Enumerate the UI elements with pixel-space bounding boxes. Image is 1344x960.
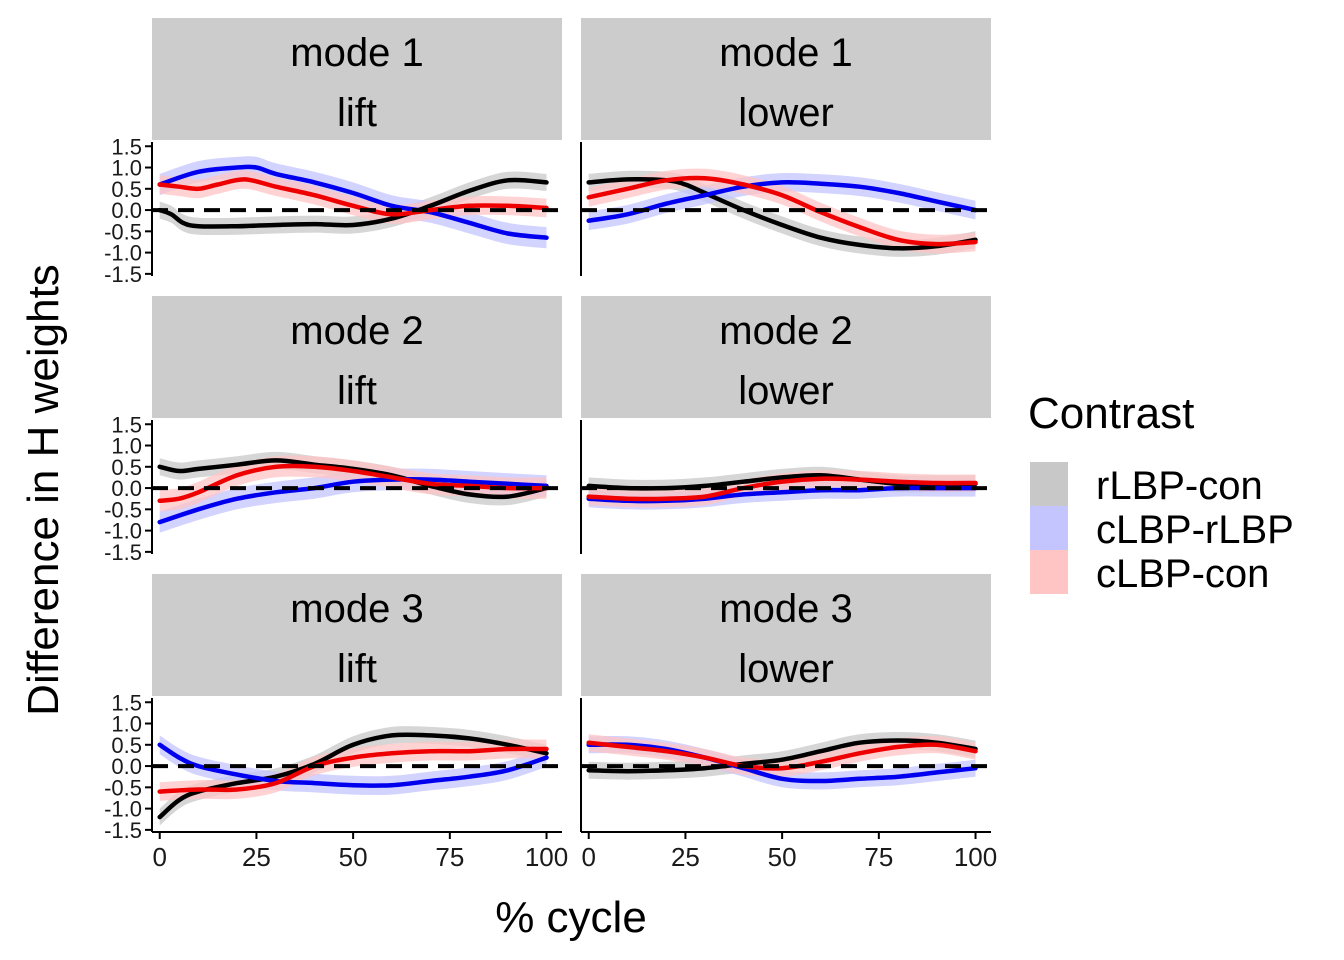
strip-label: lift: [337, 647, 377, 691]
y-tick-label: 1.5: [111, 134, 142, 159]
legend-key-cLBP-rLBP: [1030, 506, 1068, 550]
x-tick-label: 25: [242, 842, 271, 872]
y-tick-label: -1.5: [104, 818, 142, 843]
confidence-ribbon: [588, 734, 976, 777]
series-line: [157, 477, 549, 525]
y-tick-label: 0.0: [111, 476, 142, 501]
facet-strip: [581, 18, 991, 140]
y-tick-label: -1.0: [104, 241, 142, 266]
series-line: [157, 177, 549, 217]
series-line: [586, 175, 978, 247]
y-tick-label: 1.0: [111, 156, 142, 181]
strip-label: lift: [337, 369, 377, 413]
y-tick-label: 1.0: [111, 712, 142, 737]
panel: mode 3 lower 0 25 50 75 100: [580, 574, 997, 872]
facet-strip: [581, 296, 991, 418]
series-line: [586, 476, 978, 502]
y-tick-label: 0.5: [111, 177, 142, 202]
legend-title: Contrast: [1028, 389, 1194, 438]
x-tick-label: 0: [153, 842, 167, 872]
strip-label: mode 2: [719, 309, 852, 353]
x-tick-label: 100: [954, 842, 997, 872]
panel: mode 1 lift -1.5-1.0-0.50.00.51.01.5: [104, 18, 562, 287]
panel: mode 2 lower: [580, 296, 991, 554]
panel: mode 3 lift -1.5-1.0-0.50.00.51.01.5 0 25 50 7…: [104, 574, 568, 872]
series-line: [157, 177, 549, 229]
legend-label: cLBP-con: [1096, 552, 1269, 596]
confidence-ribbon: [588, 172, 976, 231]
strip-label: mode 3: [290, 587, 423, 631]
panel: mode 2 lift -1.5-1.0-0.50.00.51.01.5: [104, 296, 562, 565]
y-tick-label: 0.5: [111, 733, 142, 758]
y-tick-label: -0.5: [104, 775, 142, 800]
y-tick-label: -1.5: [104, 540, 142, 565]
facet-strip: [152, 18, 562, 140]
legend-label: rLBP-con: [1096, 464, 1263, 508]
series-line: [586, 738, 978, 774]
strip-label: lower: [738, 647, 834, 691]
series-line: [586, 740, 978, 771]
series-line: [157, 742, 549, 788]
legend-key-cLBP-con: [1030, 550, 1068, 594]
strip-label: lower: [738, 369, 834, 413]
y-tick-label: -1.0: [104, 519, 142, 544]
x-axis-title: % cycle: [495, 893, 647, 942]
y-axis-title: Difference in H weights: [19, 264, 68, 716]
y-tick-label: -1.0: [104, 797, 142, 822]
x-tick-label: 100: [525, 842, 568, 872]
x-tick-label: 75: [864, 842, 893, 872]
confidence-ribbon: [159, 171, 547, 236]
strip-label: mode 1: [290, 31, 423, 75]
y-tick-label: -0.5: [104, 497, 142, 522]
strip-label: mode 3: [719, 587, 852, 631]
x-tick-label: 50: [339, 842, 368, 872]
legend-label: cLBP-rLBP: [1096, 508, 1294, 552]
panel: mode 1 lower: [580, 18, 991, 276]
facet-strip: [581, 574, 991, 696]
series-line: [157, 746, 549, 794]
y-tick-label: 1.5: [111, 690, 142, 715]
y-tick-label: 0.0: [111, 754, 142, 779]
facet-strip: [152, 296, 562, 418]
x-tick-label: 75: [435, 842, 464, 872]
series-line: [157, 164, 549, 240]
legend-key-rLBP-con: [1030, 462, 1068, 506]
strip-label: lower: [738, 91, 834, 135]
series-line: [586, 180, 978, 223]
y-tick-label: -0.5: [104, 219, 142, 244]
strip-label: mode 1: [719, 31, 852, 75]
y-tick-label: 1.0: [111, 434, 142, 459]
series-line: [586, 742, 978, 784]
y-tick-label: 0.0: [111, 198, 142, 223]
strip-label: mode 2: [290, 309, 423, 353]
x-tick-label: 0: [582, 842, 596, 872]
y-tick-label: 0.5: [111, 455, 142, 480]
facet-strip: [152, 574, 562, 696]
x-tick-label: 25: [671, 842, 700, 872]
y-tick-label: -1.5: [104, 262, 142, 287]
series-line: [157, 732, 549, 820]
strip-label: lift: [337, 91, 377, 135]
y-tick-label: 1.5: [111, 412, 142, 437]
x-tick-label: 50: [768, 842, 797, 872]
